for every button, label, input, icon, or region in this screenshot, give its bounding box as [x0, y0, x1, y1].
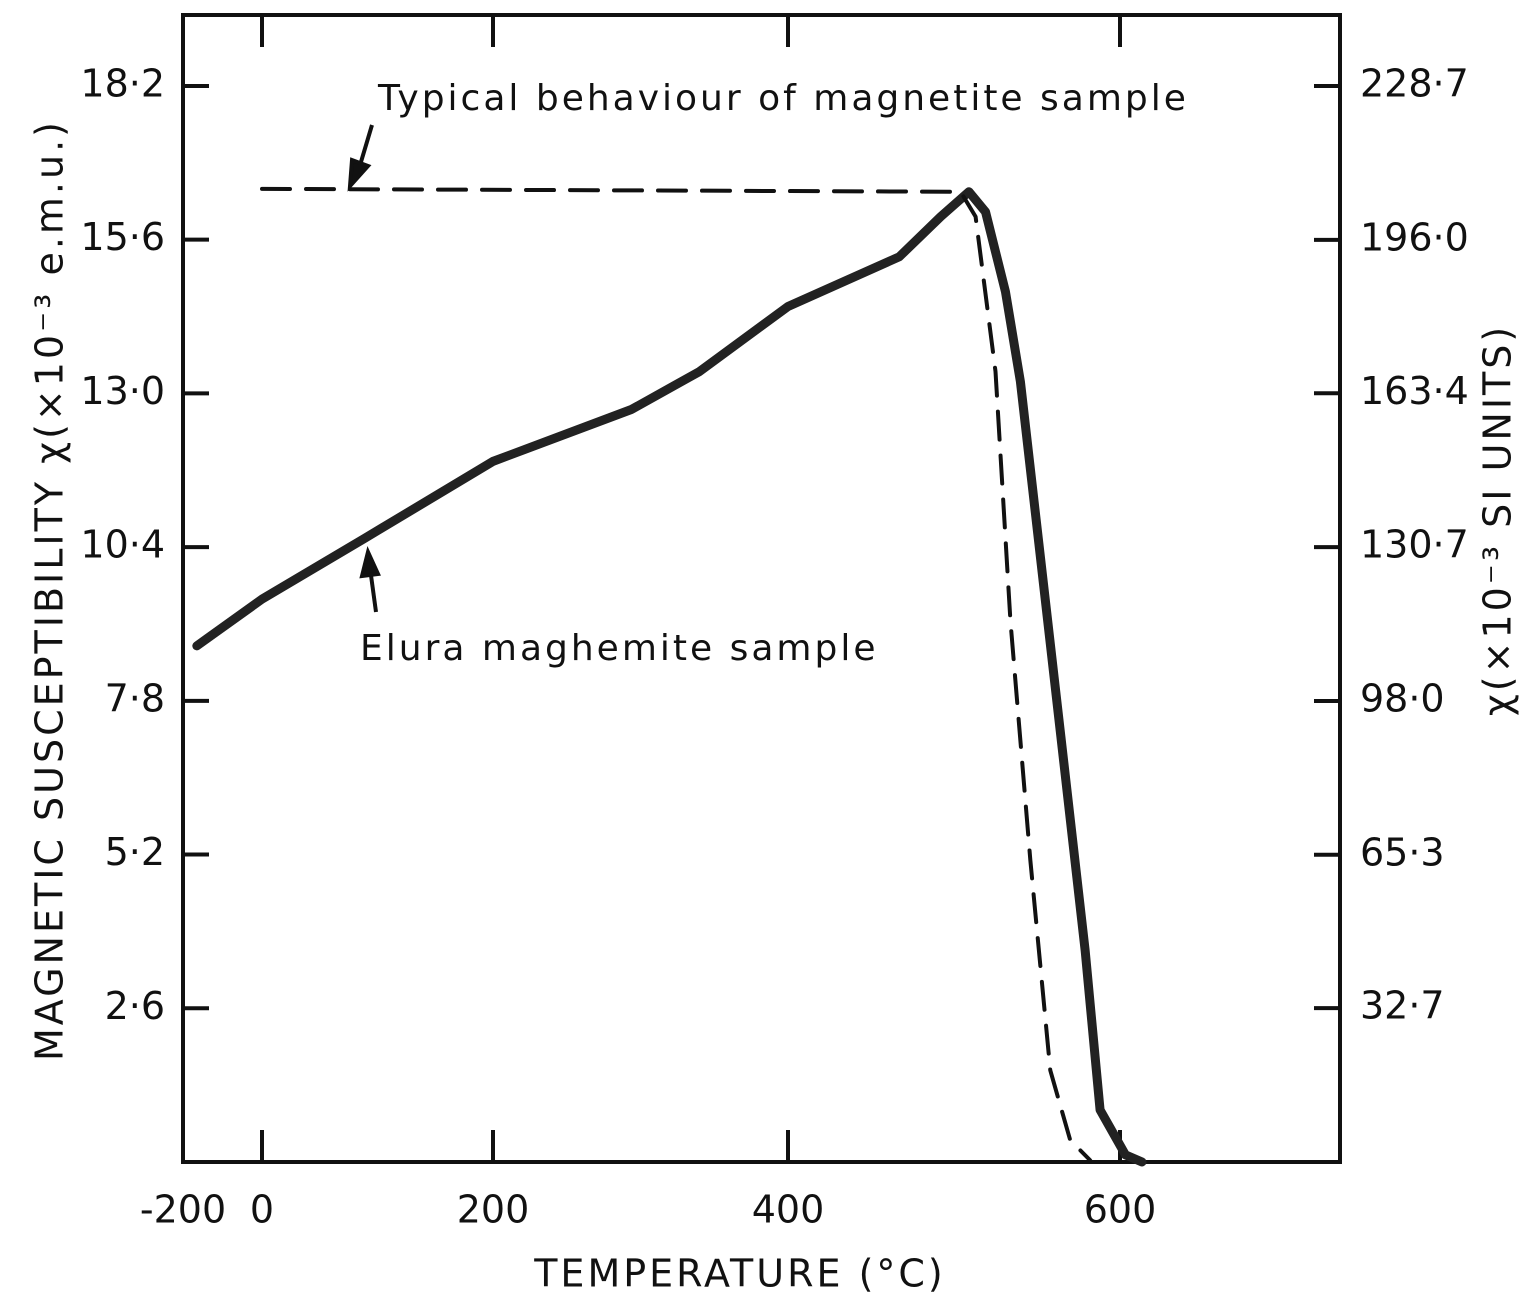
y2-tick-label: 32·7 [1360, 984, 1445, 1028]
y-tick-label: 7·8 [105, 676, 165, 720]
annotation-arrow [347, 124, 381, 613]
x-tick-label: 0 [250, 1188, 274, 1232]
y-tick-label: 15·6 [80, 215, 165, 259]
y2-tick-label: 130·7 [1360, 523, 1469, 567]
annotation: Typical behaviour of magnetite sample [377, 78, 1189, 119]
x-tick-label: 200 [457, 1188, 530, 1232]
annotation: Elura maghemite sample [360, 628, 878, 669]
y-tick-label: 13·0 [80, 369, 165, 413]
y2-axis-label: χ(×10⁻³ SI UNITS) [1476, 324, 1520, 716]
y-axis-label: MAGNETIC SUSCEPTIBILITY χ(×10⁻³ e.m.u.) [28, 119, 72, 1061]
y-tick-label: 5·2 [105, 830, 165, 874]
plot-frame [181, 13, 1342, 1164]
dashed-line [260, 186, 1093, 1163]
y-tick-label: 2·6 [105, 984, 165, 1028]
y2-tick-label: 98·0 [1360, 676, 1445, 720]
y2-tick-label: 196·0 [1360, 215, 1469, 259]
x-tick-label: 400 [752, 1188, 825, 1232]
line [192, 187, 1147, 1167]
y2-tick-label: 65·3 [1360, 830, 1445, 874]
x-tick-label: -200 [140, 1188, 226, 1232]
y-tick-label: 18·2 [80, 61, 165, 105]
x-axis-label: TEMPERATURE (°C) [533, 1252, 946, 1296]
y-tick-label: 10·4 [80, 523, 165, 567]
y2-tick-label: 228·7 [1360, 62, 1469, 106]
x-tick-label: 600 [1084, 1188, 1157, 1232]
y2-tick-label: 163·4 [1360, 369, 1469, 413]
